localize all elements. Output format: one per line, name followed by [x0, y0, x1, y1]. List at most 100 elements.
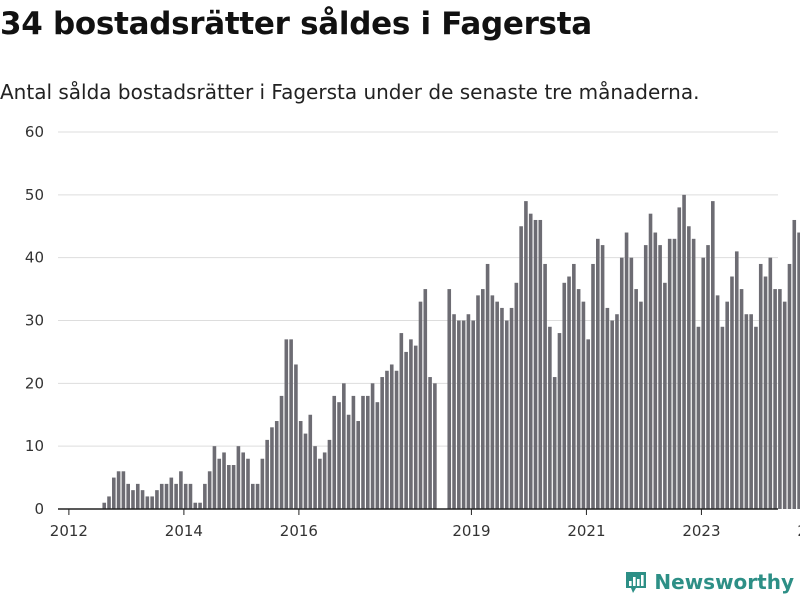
bar — [576, 289, 581, 509]
bar — [303, 433, 308, 509]
bar — [648, 213, 653, 509]
x-tick-label: 2014 — [165, 522, 203, 540]
bar — [365, 395, 370, 509]
x-tick-label: 2025 — [797, 522, 800, 540]
bar — [188, 483, 193, 509]
bar — [739, 289, 744, 509]
bar — [198, 502, 202, 509]
bar — [519, 226, 523, 509]
bar — [183, 483, 188, 509]
bar — [629, 257, 634, 509]
bar — [768, 257, 773, 509]
bar — [634, 289, 638, 509]
bar — [744, 314, 749, 509]
y-tick-label: 50 — [25, 186, 44, 204]
x-tick-label: 2012 — [50, 522, 88, 540]
bar — [653, 232, 658, 509]
bar — [155, 490, 159, 509]
bar — [509, 307, 514, 509]
bar — [619, 257, 624, 509]
bar — [562, 282, 567, 509]
bar — [504, 320, 509, 509]
bar — [308, 414, 313, 509]
y-tick-label: 20 — [25, 374, 44, 392]
bar — [284, 339, 289, 509]
bar — [102, 502, 107, 509]
bar — [514, 282, 519, 509]
bar — [428, 377, 432, 509]
bar — [241, 452, 245, 509]
bar — [380, 377, 384, 509]
y-axis: 0 10 20 30 40 50 60 — [25, 123, 44, 518]
bar — [255, 483, 260, 509]
bar — [260, 458, 265, 509]
bar — [452, 314, 456, 509]
bar — [557, 333, 562, 509]
bar — [150, 496, 154, 509]
bar — [135, 483, 140, 509]
bar — [466, 314, 471, 509]
bar — [500, 307, 504, 509]
bar — [687, 226, 691, 509]
bar — [663, 282, 667, 509]
bar — [581, 301, 586, 509]
bar — [159, 483, 164, 509]
bar — [476, 295, 480, 509]
bar — [471, 320, 476, 509]
bar — [600, 245, 605, 509]
bar — [270, 427, 274, 509]
bar — [332, 395, 337, 509]
chart-title: 34 bostadsrätter såldes i Fagersta — [0, 6, 592, 42]
bar — [711, 201, 715, 509]
bar — [107, 496, 111, 509]
brand-name: Newsworthy — [654, 570, 794, 594]
bar — [318, 458, 322, 509]
bar — [322, 452, 327, 509]
bar — [385, 370, 389, 509]
bar — [461, 320, 466, 509]
bar — [667, 238, 672, 509]
bar — [126, 483, 130, 509]
bar — [370, 383, 375, 509]
bar — [222, 452, 226, 509]
bar — [423, 289, 428, 509]
bar — [782, 301, 787, 509]
bar — [778, 289, 782, 509]
bar — [212, 446, 217, 509]
bar — [591, 263, 595, 509]
bar — [356, 421, 360, 509]
bar — [337, 402, 341, 509]
bar — [481, 289, 485, 509]
bar — [313, 446, 317, 509]
bar — [274, 421, 279, 509]
bar — [605, 307, 610, 509]
bar-series — [102, 194, 800, 509]
bar — [227, 465, 231, 509]
bar — [389, 364, 394, 509]
bar — [145, 496, 150, 509]
bar — [586, 339, 591, 509]
bar — [720, 326, 725, 509]
gridlines — [58, 131, 778, 447]
bar — [361, 395, 365, 509]
y-tick-label: 60 — [25, 123, 44, 141]
bar — [495, 301, 499, 509]
bar — [773, 289, 777, 509]
y-tick-label: 0 — [34, 500, 44, 518]
bar — [404, 351, 408, 509]
bar — [250, 483, 255, 509]
bar — [758, 263, 763, 509]
bar — [533, 219, 538, 509]
bar — [658, 245, 662, 509]
x-tick-label: 2023 — [682, 522, 720, 540]
bar — [346, 414, 351, 509]
bar — [394, 370, 399, 509]
bar — [298, 421, 303, 509]
bar — [596, 238, 600, 509]
bar — [543, 263, 547, 509]
bar — [639, 301, 643, 509]
bar — [538, 219, 543, 509]
bar — [624, 232, 629, 509]
bar — [763, 276, 768, 509]
